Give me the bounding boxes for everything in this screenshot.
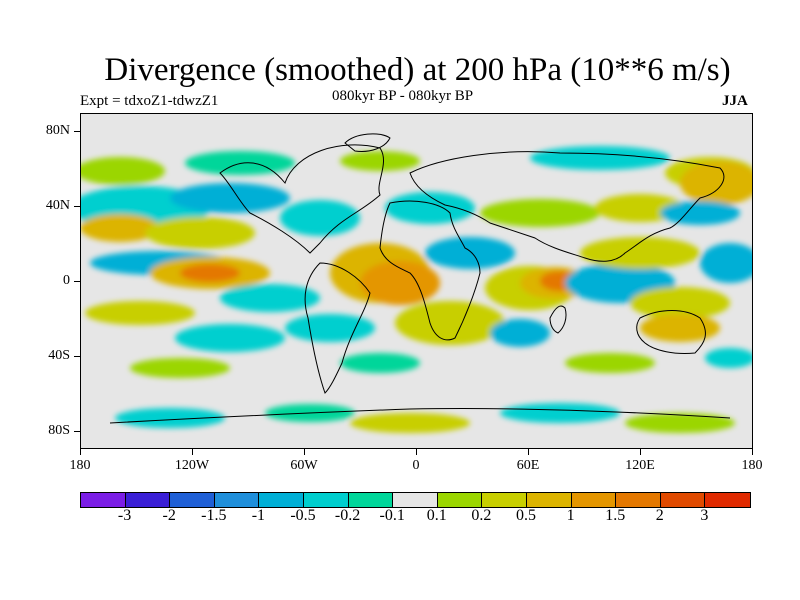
colorbar-swatch <box>571 493 617 507</box>
colorbar-label: -3 <box>117 507 132 524</box>
x-tick <box>304 449 305 455</box>
map-field <box>80 113 753 449</box>
x-label-60w: 60W <box>290 458 318 473</box>
colorbar-label: -1 <box>251 507 266 524</box>
colorbar-swatch <box>482 493 527 507</box>
colorbar-swatch <box>660 493 706 507</box>
y-label-40n: 40N <box>45 198 70 213</box>
x-tick <box>528 449 529 455</box>
colorbar-label: -2 <box>162 507 176 524</box>
coastlines <box>109 133 731 424</box>
colorbar-label: 1.5 <box>605 507 626 524</box>
colorbar-swatch <box>214 493 260 507</box>
x-tick <box>752 449 753 455</box>
colorbar-swatch <box>303 493 349 507</box>
colorbar-swatch <box>170 493 215 507</box>
colorbar-label: -0.1 <box>379 507 405 524</box>
map-frame <box>80 113 753 449</box>
y-tick <box>74 206 80 207</box>
colorbar-label: 3 <box>700 507 709 524</box>
y-label-80s: 80S <box>48 423 70 438</box>
colorbar-swatch <box>705 493 750 507</box>
colorbar-swatch <box>81 493 126 507</box>
colorbar <box>80 492 751 508</box>
colorbar-label: 0.1 <box>426 507 447 524</box>
colorbar-label: 0.2 <box>471 507 492 524</box>
x-label-120w: 120W <box>174 458 210 473</box>
x-label-120e: 120E <box>625 458 655 473</box>
colorbar-swatch <box>259 493 304 507</box>
chart-title: Divergence (smoothed) at 200 hPa (10**6 … <box>104 52 731 88</box>
season-label: JJA <box>722 93 748 109</box>
colorbar-label: -0.2 <box>334 507 361 524</box>
colorbar-label: 1 <box>566 507 575 524</box>
x-tick <box>416 449 417 455</box>
colorbar-label: -1.5 <box>201 507 227 524</box>
colorbar-swatch <box>616 493 661 507</box>
x-label-180e: 180 <box>741 458 763 473</box>
y-label-40s: 40S <box>48 348 70 363</box>
colorbar-swatch <box>437 493 483 507</box>
experiment-label: Expt = tdxoZ1-tdwzZ1 <box>80 93 219 109</box>
x-label-60e: 60E <box>516 458 540 473</box>
contour-fills <box>80 146 753 433</box>
y-label-80n: 80N <box>45 123 70 138</box>
x-tick <box>192 449 193 455</box>
y-tick <box>74 356 80 357</box>
x-label-180w: 180 <box>69 458 91 473</box>
y-tick <box>74 431 80 432</box>
divergence-map <box>80 113 753 449</box>
x-tick <box>80 449 81 455</box>
x-label-0: 0 <box>412 458 420 473</box>
x-tick <box>640 449 641 455</box>
colorbar-label: -0.5 <box>290 507 316 524</box>
colorbar-swatch <box>348 493 394 507</box>
period-label: 080kyr BP - 080kyr BP <box>332 88 474 104</box>
colorbar-swatch <box>125 493 171 507</box>
y-tick <box>74 281 80 282</box>
y-label-eq: 0 <box>63 273 70 288</box>
colorbar-swatch <box>393 493 438 507</box>
colorbar-label: 0.5 <box>516 507 536 524</box>
y-tick <box>74 131 80 132</box>
colorbar-label: 2 <box>655 507 664 524</box>
colorbar-swatch <box>526 493 572 507</box>
